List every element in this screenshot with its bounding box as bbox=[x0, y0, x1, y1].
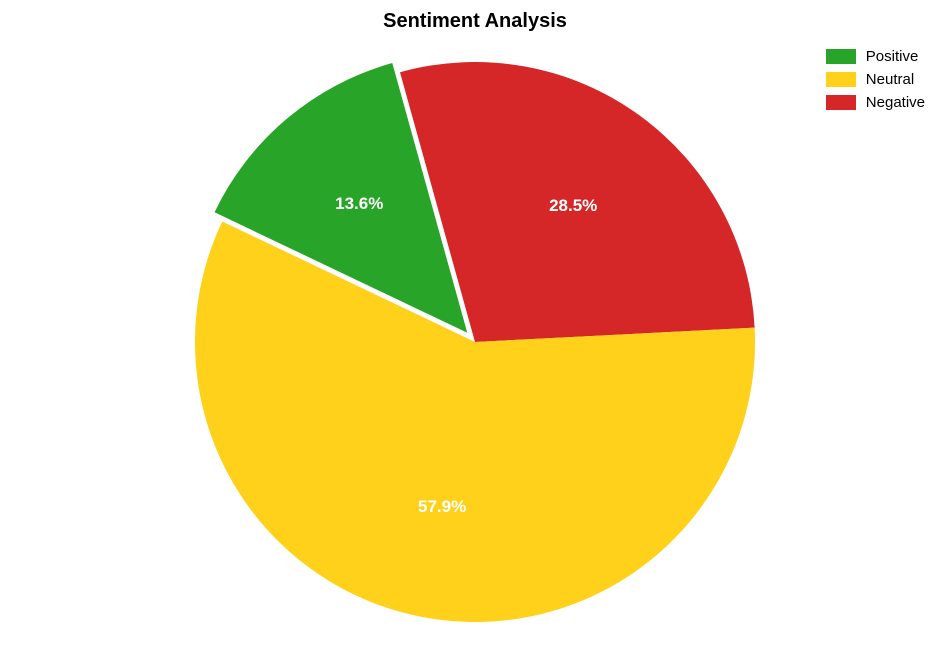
legend-swatch-positive bbox=[826, 49, 856, 64]
pie-svg bbox=[195, 62, 755, 622]
chart-title: Sentiment Analysis bbox=[383, 10, 567, 33]
legend-item-positive: Positive bbox=[826, 48, 925, 65]
legend-item-neutral: Neutral bbox=[826, 71, 925, 88]
slice-label-negative: 28.5% bbox=[549, 196, 597, 216]
slice-label-positive: 13.6% bbox=[335, 194, 383, 214]
legend-label-positive: Positive bbox=[866, 48, 919, 65]
legend-item-negative: Negative bbox=[826, 94, 925, 111]
legend-swatch-negative bbox=[826, 95, 856, 110]
legend-label-neutral: Neutral bbox=[866, 71, 914, 88]
legend-label-negative: Negative bbox=[866, 94, 925, 111]
legend: Positive Neutral Negative bbox=[826, 48, 925, 111]
slice-label-neutral: 57.9% bbox=[418, 497, 466, 517]
pie-chart: 13.6% 28.5% 57.9% bbox=[195, 62, 755, 622]
legend-swatch-neutral bbox=[826, 72, 856, 87]
